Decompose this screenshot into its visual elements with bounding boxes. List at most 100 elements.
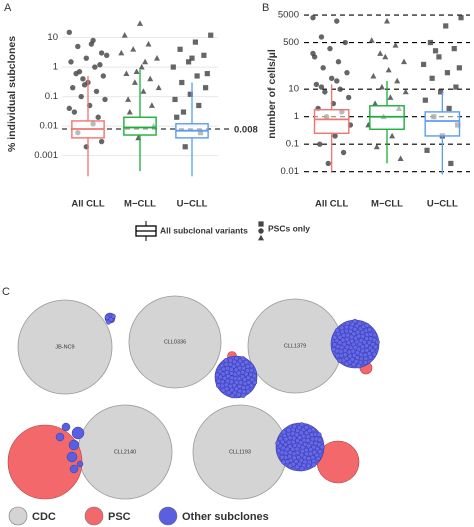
subclone bbox=[276, 448, 282, 454]
subclone bbox=[335, 353, 341, 359]
point bbox=[432, 48, 439, 54]
subclone bbox=[245, 388, 251, 394]
point bbox=[334, 78, 340, 84]
subclone bbox=[316, 432, 322, 438]
subclone bbox=[342, 348, 348, 354]
subclone bbox=[240, 393, 246, 398]
point bbox=[83, 55, 90, 61]
point bbox=[71, 109, 78, 115]
point bbox=[68, 59, 74, 65]
subclone bbox=[317, 449, 323, 455]
point bbox=[126, 108, 133, 115]
point bbox=[95, 114, 101, 120]
point bbox=[334, 18, 340, 24]
point bbox=[335, 59, 342, 65]
subclone bbox=[339, 345, 345, 350]
subclone bbox=[287, 454, 293, 459]
point bbox=[325, 160, 331, 167]
subclone bbox=[294, 464, 300, 470]
point bbox=[180, 109, 187, 115]
subclone bbox=[306, 456, 312, 461]
x-tick-label: All CLL bbox=[71, 199, 104, 210]
point bbox=[189, 55, 195, 61]
subclone bbox=[281, 429, 287, 435]
subclone bbox=[110, 313, 116, 319]
point bbox=[88, 41, 95, 47]
subclone bbox=[287, 463, 293, 469]
point bbox=[397, 155, 404, 162]
subclone bbox=[332, 342, 338, 348]
point bbox=[401, 58, 407, 65]
subclone bbox=[229, 393, 235, 399]
subclone bbox=[346, 349, 352, 355]
subclone bbox=[286, 427, 291, 433]
subclone bbox=[69, 464, 79, 474]
point bbox=[93, 88, 100, 95]
point bbox=[118, 49, 125, 56]
point bbox=[182, 144, 188, 150]
point bbox=[258, 234, 264, 241]
subclone bbox=[356, 363, 362, 369]
point bbox=[340, 149, 347, 156]
point bbox=[382, 53, 389, 60]
point bbox=[427, 39, 434, 46]
subclone bbox=[227, 362, 233, 367]
point bbox=[75, 43, 81, 50]
point bbox=[203, 85, 209, 91]
subclone bbox=[364, 343, 370, 349]
point bbox=[192, 39, 198, 45]
point bbox=[121, 31, 128, 38]
subclone bbox=[219, 363, 225, 368]
point bbox=[443, 23, 449, 29]
subclone bbox=[76, 460, 84, 468]
legend-swatch bbox=[158, 506, 178, 526]
point bbox=[458, 15, 464, 21]
point bbox=[100, 73, 107, 79]
subclone bbox=[364, 347, 370, 353]
point bbox=[155, 84, 162, 91]
subclone bbox=[216, 383, 221, 389]
point bbox=[201, 52, 207, 58]
point bbox=[179, 79, 185, 86]
point bbox=[66, 29, 73, 36]
box bbox=[424, 111, 461, 137]
point bbox=[145, 40, 152, 47]
point bbox=[448, 160, 454, 167]
subclone bbox=[355, 350, 360, 356]
point bbox=[444, 70, 451, 76]
legend-label: PSC bbox=[108, 511, 131, 523]
subclone bbox=[225, 365, 230, 371]
y-tick-label: 0.001 bbox=[34, 150, 58, 161]
subclone bbox=[223, 358, 229, 363]
subclone bbox=[340, 337, 346, 343]
subclone bbox=[352, 318, 358, 324]
point bbox=[70, 85, 76, 91]
point bbox=[140, 88, 147, 94]
y-tick-label: 10 bbox=[288, 84, 299, 95]
point bbox=[172, 96, 178, 103]
subclone bbox=[281, 459, 287, 465]
subclone bbox=[252, 380, 258, 385]
subclone bbox=[299, 422, 305, 428]
subclone bbox=[299, 466, 305, 472]
point bbox=[424, 147, 430, 153]
point bbox=[377, 50, 384, 56]
point bbox=[402, 88, 409, 95]
point bbox=[170, 64, 176, 70]
point bbox=[342, 39, 348, 46]
subclone bbox=[302, 455, 308, 461]
subclone bbox=[375, 339, 380, 345]
point bbox=[204, 71, 210, 77]
point bbox=[104, 52, 110, 59]
subclone bbox=[332, 335, 338, 340]
subclone bbox=[228, 358, 233, 363]
point bbox=[187, 91, 193, 97]
subclone bbox=[278, 436, 284, 442]
subclone bbox=[245, 367, 251, 373]
point bbox=[337, 86, 343, 92]
subclone bbox=[216, 378, 222, 384]
point bbox=[446, 105, 452, 112]
subclone bbox=[311, 462, 317, 468]
subclone bbox=[355, 329, 361, 335]
point bbox=[208, 32, 214, 38]
